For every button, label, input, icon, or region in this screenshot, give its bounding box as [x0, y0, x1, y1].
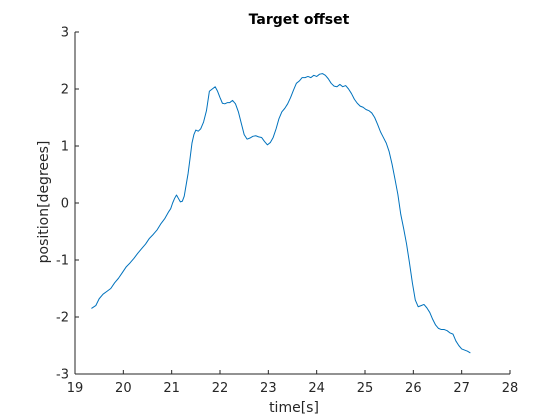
y-tick-label: 1: [61, 140, 69, 155]
x-tick-label: 26: [405, 381, 422, 396]
y-tick-label: 3: [61, 26, 69, 41]
chart-title: Target offset: [249, 12, 350, 28]
x-tick-label: 24: [308, 381, 325, 396]
x-tick-label: 28: [502, 381, 519, 396]
x-tick-label: 27: [453, 381, 470, 396]
y-tick-label: 2: [61, 83, 69, 98]
x-axis-label: time[s]: [269, 400, 319, 416]
y-tick-label: -2: [56, 311, 69, 326]
y-tick-label: -3: [56, 368, 69, 383]
y-tick-label: 0: [61, 197, 69, 212]
y-tick-label: -1: [56, 254, 69, 269]
series-line: [91, 73, 471, 354]
x-tick-label: 21: [163, 381, 180, 396]
x-tick-label: 22: [212, 381, 229, 396]
y-axis-label: position[degrees]: [36, 141, 52, 264]
x-tick-label: 23: [260, 381, 277, 396]
x-tick-label: 25: [357, 381, 374, 396]
data-series: [91, 73, 471, 354]
x-tick-label: 20: [115, 381, 132, 396]
x-tick-label: 19: [67, 381, 84, 396]
